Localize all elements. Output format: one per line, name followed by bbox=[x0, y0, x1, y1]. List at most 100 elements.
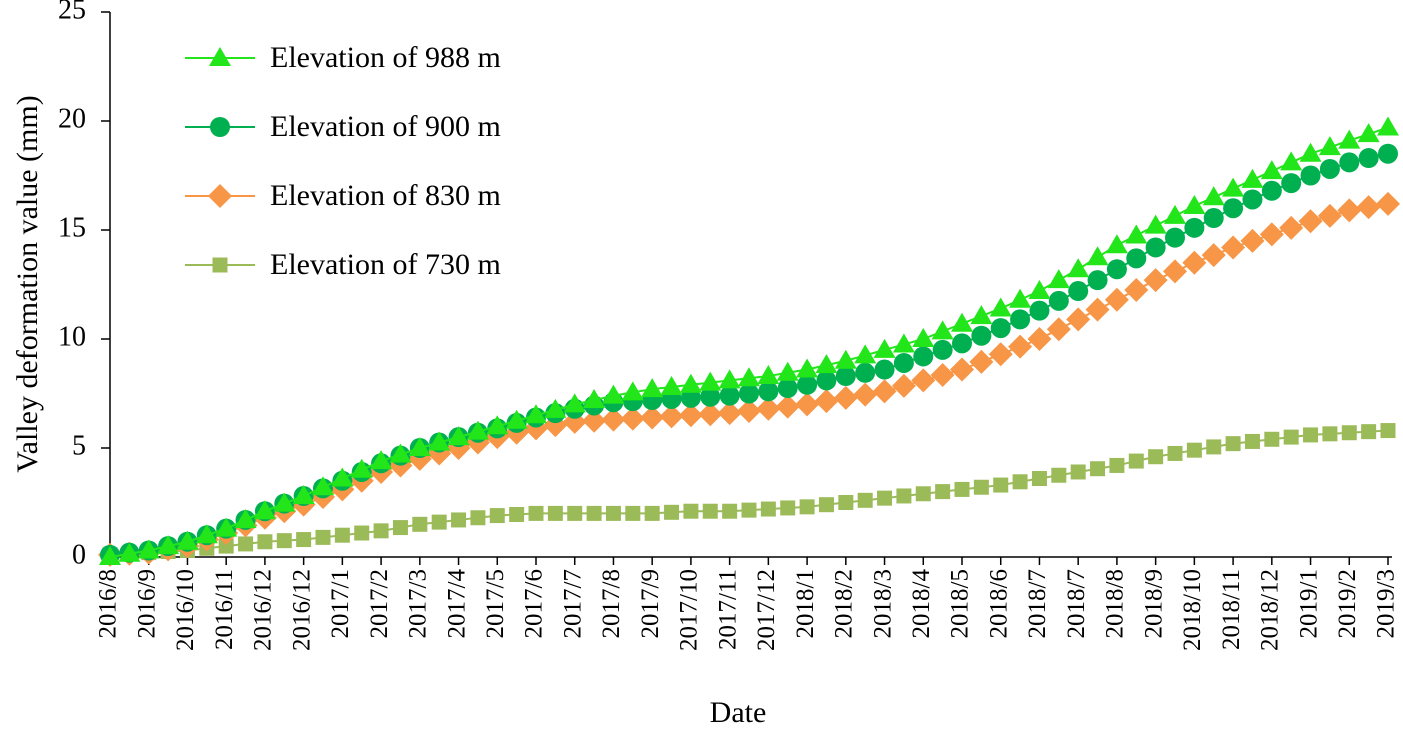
marker-square bbox=[664, 504, 680, 520]
marker-square bbox=[1090, 461, 1106, 477]
marker-triangle bbox=[1318, 136, 1341, 156]
marker-diamond bbox=[640, 405, 665, 430]
marker-square bbox=[1167, 445, 1183, 461]
marker-triangle bbox=[1164, 204, 1186, 224]
marker-triangle bbox=[1280, 151, 1303, 171]
marker-square bbox=[296, 532, 312, 548]
legend-label: Elevation of 900 m bbox=[270, 110, 501, 143]
x-tick-label: 2018/10 bbox=[1179, 569, 1206, 651]
marker-square bbox=[857, 492, 873, 508]
marker-diamond bbox=[1066, 307, 1091, 332]
marker-triangle bbox=[137, 539, 160, 559]
marker-square bbox=[683, 503, 699, 519]
marker-circle bbox=[1358, 148, 1379, 169]
marker-circle bbox=[1203, 208, 1224, 229]
legend-marker bbox=[208, 184, 232, 208]
marker-circle bbox=[1339, 152, 1360, 173]
marker-square bbox=[780, 500, 796, 516]
marker-square bbox=[1031, 471, 1047, 487]
marker-diamond bbox=[582, 408, 607, 433]
marker-diamond bbox=[911, 368, 936, 393]
marker-circle bbox=[700, 386, 721, 407]
marker-triangle bbox=[486, 415, 509, 435]
marker-circle bbox=[1319, 158, 1340, 179]
marker-diamond bbox=[1298, 209, 1323, 234]
marker-square bbox=[1380, 423, 1396, 439]
marker-triangle bbox=[854, 344, 877, 364]
marker-square bbox=[1264, 431, 1280, 447]
marker-square bbox=[257, 534, 273, 550]
marker-diamond bbox=[1104, 287, 1129, 312]
marker-diamond bbox=[678, 403, 703, 428]
marker-circle bbox=[680, 387, 701, 408]
marker-triangle bbox=[602, 384, 625, 404]
marker-circle bbox=[719, 385, 740, 406]
marker-circle bbox=[1068, 281, 1089, 302]
marker-square bbox=[1109, 457, 1125, 473]
marker-circle bbox=[874, 359, 895, 380]
marker-triangle bbox=[815, 354, 838, 374]
marker-triangle bbox=[253, 500, 276, 520]
marker-diamond bbox=[1046, 317, 1071, 342]
marker-triangle bbox=[912, 328, 935, 347]
marker-triangle bbox=[1105, 234, 1128, 254]
marker-circle bbox=[1087, 270, 1108, 291]
marker-circle bbox=[1378, 143, 1398, 164]
marker-diamond bbox=[620, 406, 645, 431]
marker-circle bbox=[932, 339, 953, 360]
marker-square bbox=[1341, 425, 1357, 441]
marker-diamond bbox=[756, 396, 781, 421]
marker-circle bbox=[952, 333, 972, 354]
x-tick-label: 2017/3 bbox=[405, 569, 432, 638]
x-tick-label: 2017/1 bbox=[327, 569, 354, 638]
marker-triangle bbox=[951, 312, 973, 332]
marker-circle bbox=[1242, 189, 1263, 210]
marker-diamond bbox=[775, 394, 800, 419]
marker-square bbox=[567, 505, 583, 521]
marker-square bbox=[451, 512, 467, 528]
marker-square bbox=[586, 505, 602, 521]
x-tick-label: 2017/6 bbox=[521, 569, 548, 638]
marker-circle bbox=[835, 366, 856, 387]
marker-square bbox=[373, 523, 389, 539]
marker-circle bbox=[893, 352, 914, 373]
marker-diamond bbox=[1201, 243, 1226, 268]
marker-triangle bbox=[1260, 160, 1283, 180]
marker-triangle bbox=[989, 297, 1012, 317]
marker-triangle bbox=[1028, 280, 1051, 300]
marker-diamond bbox=[698, 402, 723, 427]
marker-triangle bbox=[292, 484, 315, 504]
marker-square bbox=[1128, 453, 1144, 469]
marker-triangle bbox=[331, 467, 354, 487]
marker-square bbox=[528, 505, 544, 521]
x-tick-label: 2019/1 bbox=[1295, 569, 1322, 638]
marker-square bbox=[838, 495, 854, 510]
marker-triangle bbox=[873, 338, 896, 358]
x-tick-label: 2018/4 bbox=[908, 569, 935, 639]
marker-square bbox=[1361, 424, 1377, 440]
marker-square bbox=[1012, 474, 1028, 490]
marker-square bbox=[1244, 433, 1260, 449]
marker-diamond bbox=[930, 362, 955, 387]
marker-diamond bbox=[1376, 191, 1400, 216]
marker-diamond bbox=[737, 398, 761, 423]
marker-diamond bbox=[853, 382, 878, 407]
marker-triangle bbox=[757, 365, 780, 385]
marker-square bbox=[412, 516, 428, 532]
marker-diamond bbox=[659, 404, 684, 429]
marker-square bbox=[1051, 467, 1067, 483]
marker-triangle bbox=[699, 371, 722, 391]
marker-square bbox=[1206, 439, 1222, 455]
marker-triangle bbox=[563, 393, 586, 413]
x-tick-label: 2019/3 bbox=[1373, 569, 1400, 638]
marker-triangle bbox=[273, 492, 296, 512]
marker-diamond bbox=[1182, 250, 1207, 275]
marker-circle bbox=[1029, 300, 1050, 321]
x-tick-label: 2018/9 bbox=[1140, 569, 1167, 638]
marker-circle bbox=[1281, 173, 1302, 194]
marker-square bbox=[1225, 436, 1241, 452]
marker-triangle bbox=[505, 409, 528, 429]
marker-circle bbox=[1184, 217, 1205, 238]
x-tick-label: 2017/12 bbox=[753, 569, 780, 651]
marker-square bbox=[760, 501, 776, 517]
